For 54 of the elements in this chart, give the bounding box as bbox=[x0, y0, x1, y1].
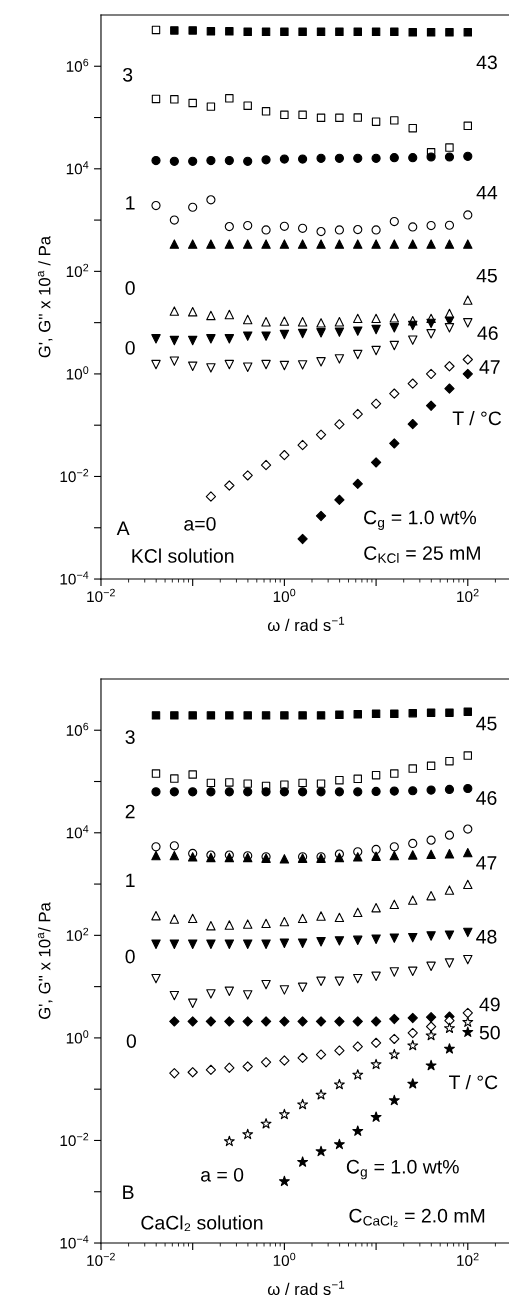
y-tick-label: 10$^{−2}$ bbox=[60, 468, 89, 483]
annotation: B bbox=[123, 1185, 134, 1199]
annotation: 0 bbox=[125, 340, 135, 355]
y-tick-label: 10$^{0}$ bbox=[66, 366, 89, 380]
annotation: 0 bbox=[125, 949, 135, 964]
x-tick-label: 10$^{2}$ bbox=[457, 588, 479, 603]
x-tick-label: 10$^{0}$ bbox=[273, 1252, 296, 1267]
annotation: 44 bbox=[476, 185, 498, 200]
x-axis-title: ω / rad s$^{−1}$ bbox=[267, 616, 345, 632]
annotation: 43 bbox=[476, 55, 497, 70]
y-axis-title: G', G'' x 10$^{a}$/ Pa bbox=[37, 902, 53, 1019]
annotation: C$_{CaCl₂}$ = 2.0 mM bbox=[349, 1208, 485, 1227]
y-tick-label: 10$^{6}$ bbox=[66, 722, 89, 736]
y-axis-title: G', G'' x 10$^{a}$ / Pa bbox=[37, 235, 53, 358]
annotation: 46 bbox=[476, 791, 497, 805]
annotation: 3 bbox=[125, 730, 135, 744]
x-axis-title: ω / rad s$^{−1}$ bbox=[267, 1280, 345, 1296]
annotation: a = 0 bbox=[201, 1167, 244, 1182]
annotation: 3 bbox=[123, 67, 133, 82]
y-tick-label: 10$^{−4}$ bbox=[60, 571, 89, 585]
annotation: T / °C bbox=[452, 410, 502, 426]
annotation: 46 bbox=[477, 326, 498, 341]
annotation: T / °C bbox=[449, 1074, 498, 1090]
x-tick-label: 10$^{0}$ bbox=[273, 588, 296, 603]
y-tick-label: 10$^{4}$ bbox=[66, 161, 89, 175]
annotation: KCl solution bbox=[132, 548, 234, 563]
annotation: A bbox=[116, 521, 130, 535]
x-tick-label: 10$^{2}$ bbox=[457, 1252, 479, 1267]
y-tick-label: 10$^{4}$ bbox=[66, 825, 89, 839]
x-tick-label: 10$^{−2}$ bbox=[87, 588, 115, 603]
annotation: 1 bbox=[126, 196, 135, 210]
annotation: a=0 bbox=[184, 516, 216, 531]
annotation: 48 bbox=[476, 929, 497, 944]
annotation: 2 bbox=[125, 804, 135, 819]
y-tick-label: 10$^{0}$ bbox=[66, 1030, 89, 1044]
y-tick-label: 10$^{−4}$ bbox=[60, 1235, 89, 1249]
annotation: C$_{g}$ = 1.0 wt% bbox=[346, 1159, 459, 1180]
annotation: 47 bbox=[476, 856, 497, 870]
annotation: CaCl₂ solution bbox=[141, 1215, 263, 1232]
annotation: 45 bbox=[476, 716, 497, 731]
annotation: C$_{g}$ = 1.0 wt% bbox=[364, 510, 477, 531]
annotation: 0 bbox=[126, 1034, 137, 1048]
x-tick-label: 10$^{−2}$ bbox=[87, 1252, 115, 1267]
y-tick-label: 10$^{2}$ bbox=[66, 927, 89, 942]
y-tick-label: 10$^{2}$ bbox=[66, 263, 89, 278]
annotation: 49 bbox=[479, 997, 500, 1012]
annotation: 47 bbox=[479, 360, 500, 374]
annotation: C$_{KCl}$ = 25 mM bbox=[364, 546, 480, 563]
annotation: 0 bbox=[125, 281, 135, 295]
y-tick-label: 10$^{−2}$ bbox=[60, 1132, 89, 1147]
y-tick-label: 10$^{6}$ bbox=[66, 58, 89, 72]
annotation: 1 bbox=[126, 873, 135, 888]
annotation: 50 bbox=[479, 1025, 500, 1040]
annotation: 45 bbox=[476, 268, 497, 283]
